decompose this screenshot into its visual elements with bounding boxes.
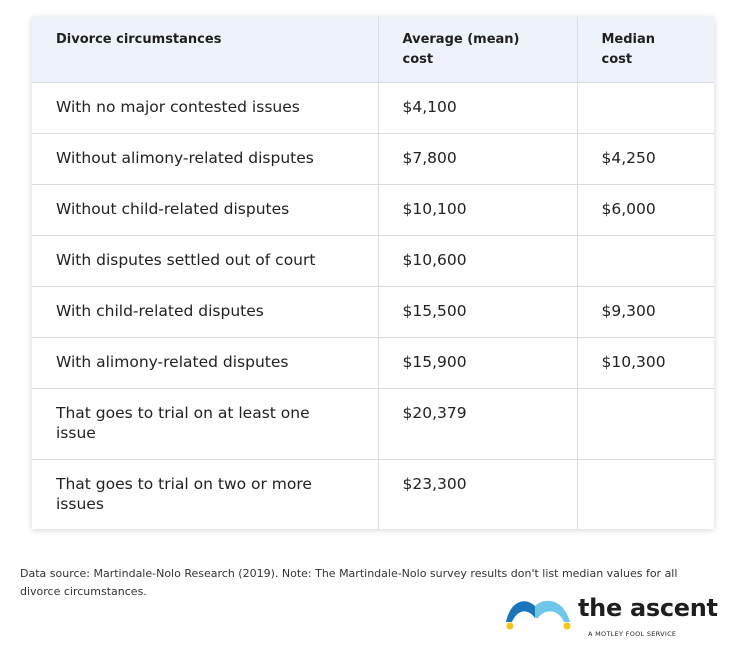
table-row: That goes to trial on two or more issues… xyxy=(32,458,714,530)
cell-median-cost: $4,250 xyxy=(576,132,714,184)
cell-median-cost: $6,000 xyxy=(576,183,714,235)
cell-median-cost xyxy=(576,81,714,133)
table-row: Without child-related disputes $10,100 $… xyxy=(32,183,714,235)
cell-mean-cost: $10,600 xyxy=(377,234,577,286)
cell-median-cost: $10,300 xyxy=(576,336,714,388)
data-source-footnote: Data source: Martindale-Nolo Research (2… xyxy=(20,567,678,598)
cell-median-cost xyxy=(576,458,714,530)
the-ascent-logo: the ascent A MOTLEY FOOL SERVICE xyxy=(502,592,718,642)
cell-median-cost xyxy=(576,387,714,459)
cell-circumstance: Without alimony-related disputes xyxy=(32,132,378,184)
header-circumstances: Divorce circumstances xyxy=(32,17,378,82)
header-median-cost: Median cost xyxy=(576,17,714,82)
divorce-cost-table-card: Divorce circumstances Average (mean) cos… xyxy=(32,17,714,530)
divorce-cost-table: Divorce circumstances Average (mean) cos… xyxy=(32,17,714,530)
cell-circumstance: With disputes settled out of court xyxy=(32,234,378,286)
cell-mean-cost: $4,100 xyxy=(377,81,577,133)
cell-median-cost: $9,300 xyxy=(576,285,714,337)
cell-mean-cost: $7,800 xyxy=(377,132,577,184)
cell-circumstance: Without child-related disputes xyxy=(32,183,378,235)
table-header-row: Divorce circumstances Average (mean) cos… xyxy=(32,17,714,82)
table-row: That goes to trial on at least one issue… xyxy=(32,387,714,459)
table-row: With alimony-related disputes $15,900 $1… xyxy=(32,336,714,388)
cell-mean-cost: $20,379 xyxy=(377,387,577,459)
cell-mean-cost: $15,900 xyxy=(377,336,577,388)
table-row: With child-related disputes $15,500 $9,3… xyxy=(32,285,714,337)
table-row: With no major contested issues $4,100 xyxy=(32,81,714,133)
cell-mean-cost: $10,100 xyxy=(377,183,577,235)
the-ascent-logo-mark-icon xyxy=(506,600,571,630)
cell-circumstance: With no major contested issues xyxy=(32,81,378,133)
cell-median-cost xyxy=(576,234,714,286)
cell-circumstance: With child-related disputes xyxy=(32,285,378,337)
cell-circumstance: With alimony-related disputes xyxy=(32,336,378,388)
cell-mean-cost: $23,300 xyxy=(377,458,577,530)
cell-circumstance: That goes to trial on at least one issue xyxy=(32,387,378,459)
cell-circumstance: That goes to trial on two or more issues xyxy=(32,458,378,530)
the-ascent-wordmark: the ascent xyxy=(578,594,718,622)
table-row: Without alimony-related disputes $7,800 … xyxy=(32,132,714,184)
cell-mean-cost: $15,500 xyxy=(377,285,577,337)
the-ascent-tagline: A MOTLEY FOOL SERVICE xyxy=(588,630,677,638)
table-row: With disputes settled out of court $10,6… xyxy=(32,234,714,286)
header-average-cost: Average (mean) cost xyxy=(377,17,577,82)
